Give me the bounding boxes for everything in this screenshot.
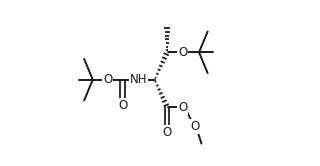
Text: O: O [163,126,172,139]
Text: O: O [178,101,188,114]
Text: O: O [118,99,127,112]
Text: O: O [103,73,112,86]
Text: NH: NH [130,73,147,86]
Text: O: O [190,120,199,133]
Text: O: O [178,46,188,59]
